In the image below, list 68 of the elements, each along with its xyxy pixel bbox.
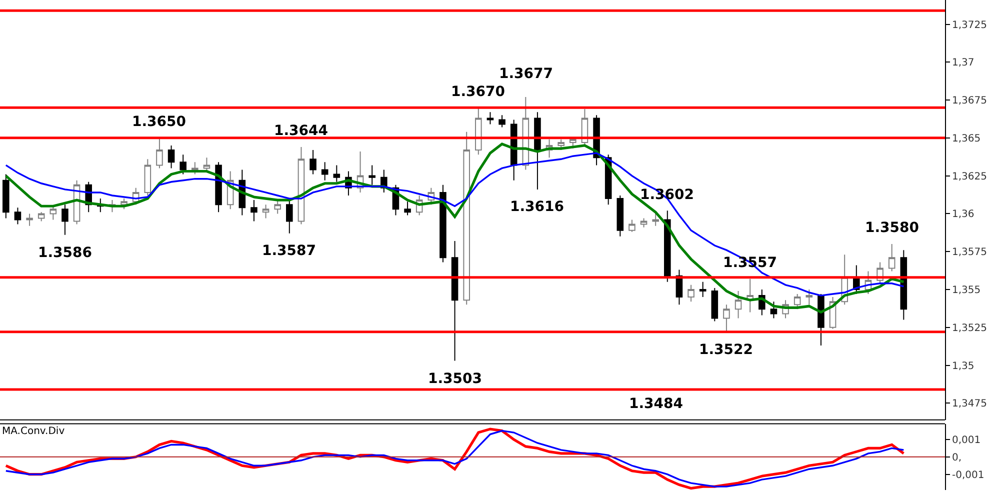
candlestick <box>38 212 45 222</box>
candlestick <box>298 146 305 225</box>
y-tick-label: 0, <box>952 452 962 464</box>
y-tick-label: 1,355 <box>952 284 981 296</box>
candlestick <box>734 290 742 319</box>
candlestick <box>463 131 470 306</box>
candlestick <box>62 204 68 236</box>
candlestick <box>321 162 328 181</box>
candlestick <box>286 200 293 234</box>
annotation: 1.3522 <box>699 342 754 358</box>
candlestick <box>888 244 896 272</box>
candlestick <box>723 304 730 332</box>
candlestick <box>333 164 340 182</box>
annotation: 1.3644 <box>274 123 328 139</box>
annotation: 1.3503 <box>428 371 482 387</box>
y-tick-label: 1,3575 <box>952 247 987 258</box>
annotation: 1.3586 <box>38 245 92 261</box>
candlestick <box>628 219 636 232</box>
candlestick <box>664 210 671 282</box>
candlestick <box>806 288 813 306</box>
candlestick <box>203 157 210 172</box>
candlestick <box>699 281 706 298</box>
candlestick <box>404 201 411 216</box>
annotation: 1.3580 <box>865 220 920 236</box>
y-tick-label: 1,35 <box>952 360 974 372</box>
annotation: 1.3650 <box>132 114 186 130</box>
candlestick <box>770 301 778 319</box>
candlestick <box>534 112 541 190</box>
candlestick <box>368 164 376 186</box>
candlestick <box>711 287 718 322</box>
candlestick <box>688 284 694 302</box>
candlestick <box>498 114 506 128</box>
candlestick <box>652 212 659 226</box>
candlestick <box>180 154 186 175</box>
candlestick <box>310 150 316 175</box>
candlestick <box>50 206 57 220</box>
chart-title: MA.Conv.Div <box>2 426 65 437</box>
y-tick-label: 1,365 <box>952 133 981 144</box>
y-tick-label: 1,3725 <box>952 20 987 31</box>
annotation: 1.3587 <box>262 243 316 259</box>
y-tick-label: 1,37 <box>952 58 974 69</box>
y-tick-label: 0,001 <box>952 434 981 446</box>
annotation: 1.3670 <box>451 84 506 100</box>
candlestick <box>156 137 163 169</box>
y-tick-label: 1,36 <box>952 209 974 220</box>
y-tick-label: 1,3625 <box>952 171 987 182</box>
candlestick <box>616 195 624 237</box>
candlestick <box>475 107 482 156</box>
y-tick-label: 1,3675 <box>952 96 987 107</box>
y-tick-label: -0,001 <box>952 470 984 481</box>
candlestick <box>262 204 270 219</box>
candlestick <box>451 240 458 362</box>
candlestick <box>144 158 152 196</box>
candlestick <box>14 207 22 225</box>
y-tick-label: 1,3525 <box>952 322 987 334</box>
y-tick-label: 1,3475 <box>952 398 987 410</box>
candlestick <box>26 213 33 226</box>
candlestick <box>250 200 258 222</box>
candlestick <box>486 112 494 125</box>
candlestick <box>640 218 648 228</box>
ref-line-label: 1.3484 <box>629 396 684 412</box>
candlestick <box>168 145 175 169</box>
candlestick <box>440 184 446 263</box>
annotation: 1.3677 <box>499 66 554 82</box>
candlestick <box>2 174 10 219</box>
candlestick <box>192 162 198 175</box>
annotation: 1.3616 <box>510 199 564 215</box>
candlestick <box>274 200 281 214</box>
